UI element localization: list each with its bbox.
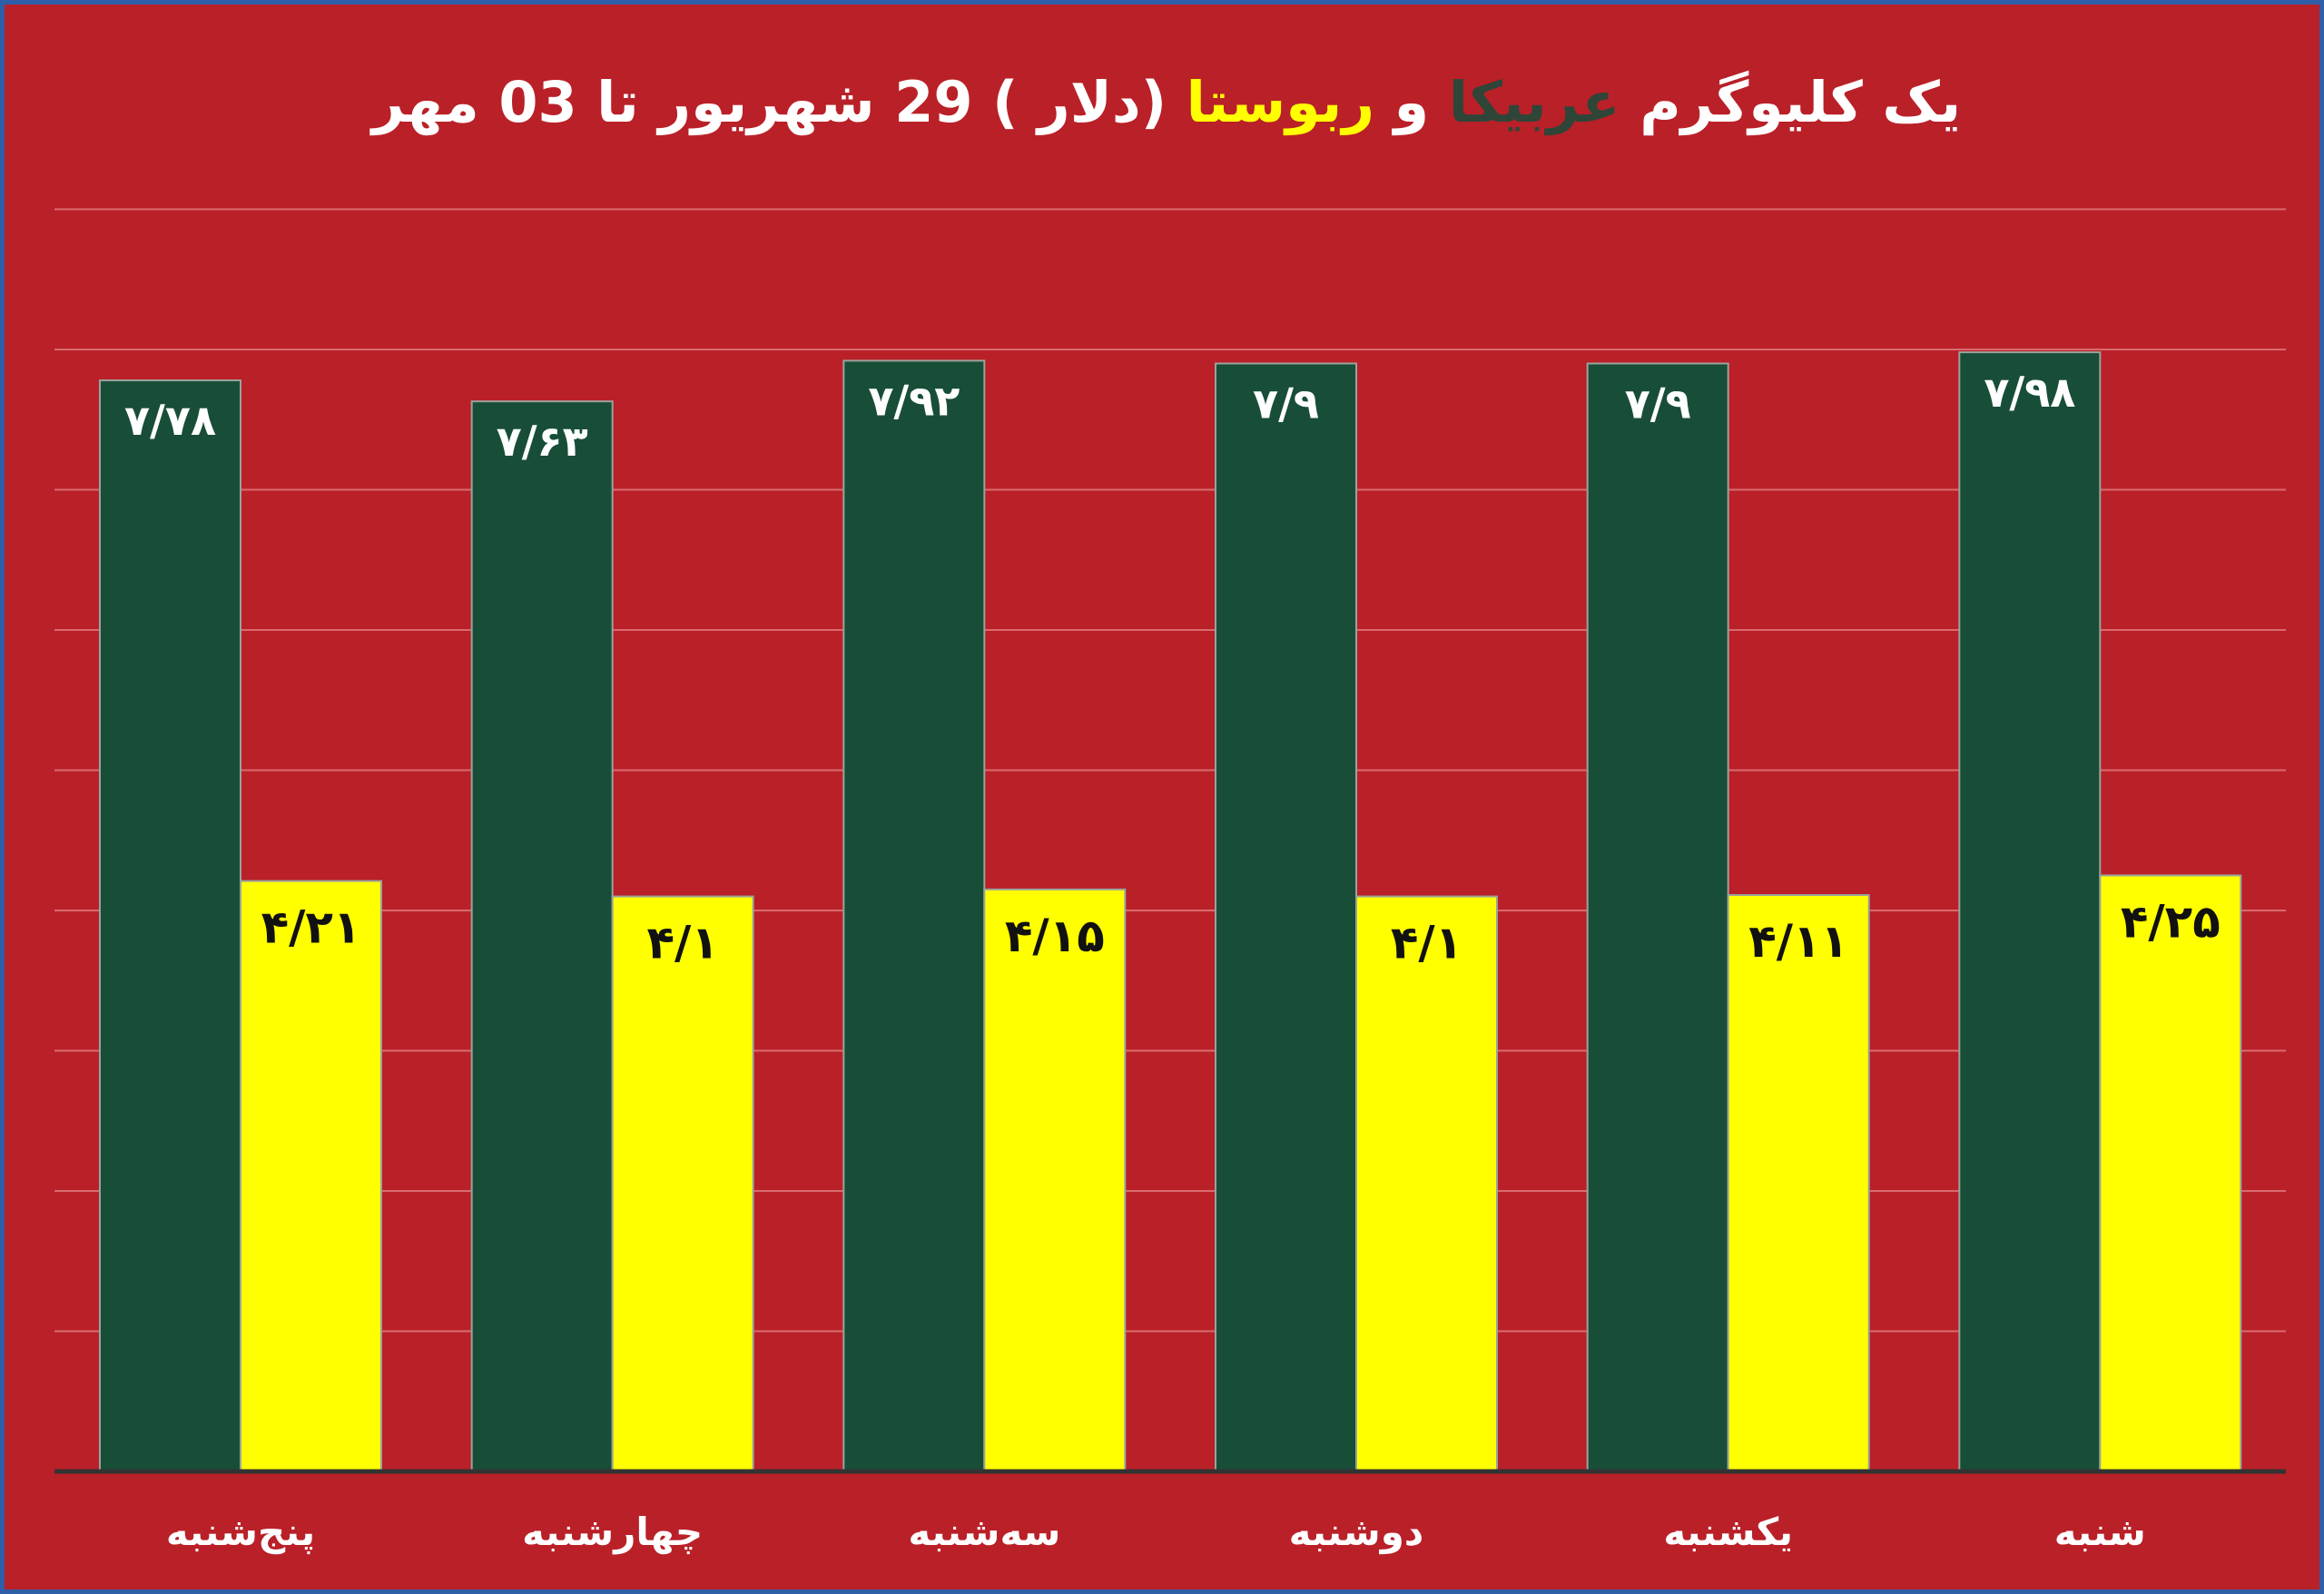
- title-robusta: ربوستا: [1186, 69, 1375, 135]
- title-suffix: (دلار ) 29 شهریور تا 03 مهر: [371, 69, 1187, 135]
- chart-title: یک کلیوگرم عربیکا و ربوستا (دلار ) 29 شه…: [5, 57, 2324, 148]
- value-label-arabica: ۷/۷۸: [124, 396, 216, 445]
- category-label: سه‌شنبه: [908, 1510, 1060, 1554]
- bar-arabica: [1586, 362, 1729, 1473]
- bar-arabica: [1215, 362, 1357, 1473]
- category-label: یکشنبه: [1663, 1510, 1793, 1554]
- value-label-robusta: ۴/۱۵: [1005, 910, 1105, 962]
- category-label: پنج‌شنبه: [166, 1510, 315, 1555]
- value-label-arabica: ۷/۹۲: [868, 376, 960, 425]
- category-label: چهارشنبه: [522, 1510, 703, 1555]
- bar-robusta: [983, 888, 1127, 1472]
- value-label-arabica: ۷/۹: [1625, 379, 1691, 428]
- value-label-arabica: ۷/۹۸: [1984, 368, 2075, 417]
- value-label-arabica: ۷/۹: [1253, 379, 1319, 428]
- bar-robusta: [240, 880, 382, 1472]
- bar-arabica: [470, 400, 614, 1472]
- value-label-robusta: ۴/۱۱: [1748, 915, 1848, 968]
- category-label: شنبه: [2054, 1510, 2146, 1554]
- category-label: دوشنبه: [1289, 1510, 1424, 1555]
- title-prefix: یک کلیوگرم: [1620, 69, 1962, 135]
- title-arabica: عربیکا: [1448, 69, 1620, 135]
- value-label-robusta: ۴/۲۵: [2121, 895, 2221, 948]
- bar-arabica: [842, 359, 986, 1472]
- value-label-robusta: ۴/۱: [647, 917, 719, 969]
- bar-arabica: [1958, 351, 2102, 1473]
- bar-robusta: [1355, 895, 1498, 1472]
- value-label-arabica: ۷/۶۳: [497, 417, 588, 466]
- title-conj: و: [1374, 69, 1449, 135]
- bar-robusta: [2099, 874, 2242, 1472]
- bar-arabica: [99, 379, 241, 1472]
- value-label-robusta: ۴/۲۱: [261, 901, 361, 954]
- value-label-robusta: ۴/۱: [1391, 917, 1462, 969]
- bar-robusta: [1727, 894, 1870, 1472]
- bar-robusta: [611, 895, 754, 1472]
